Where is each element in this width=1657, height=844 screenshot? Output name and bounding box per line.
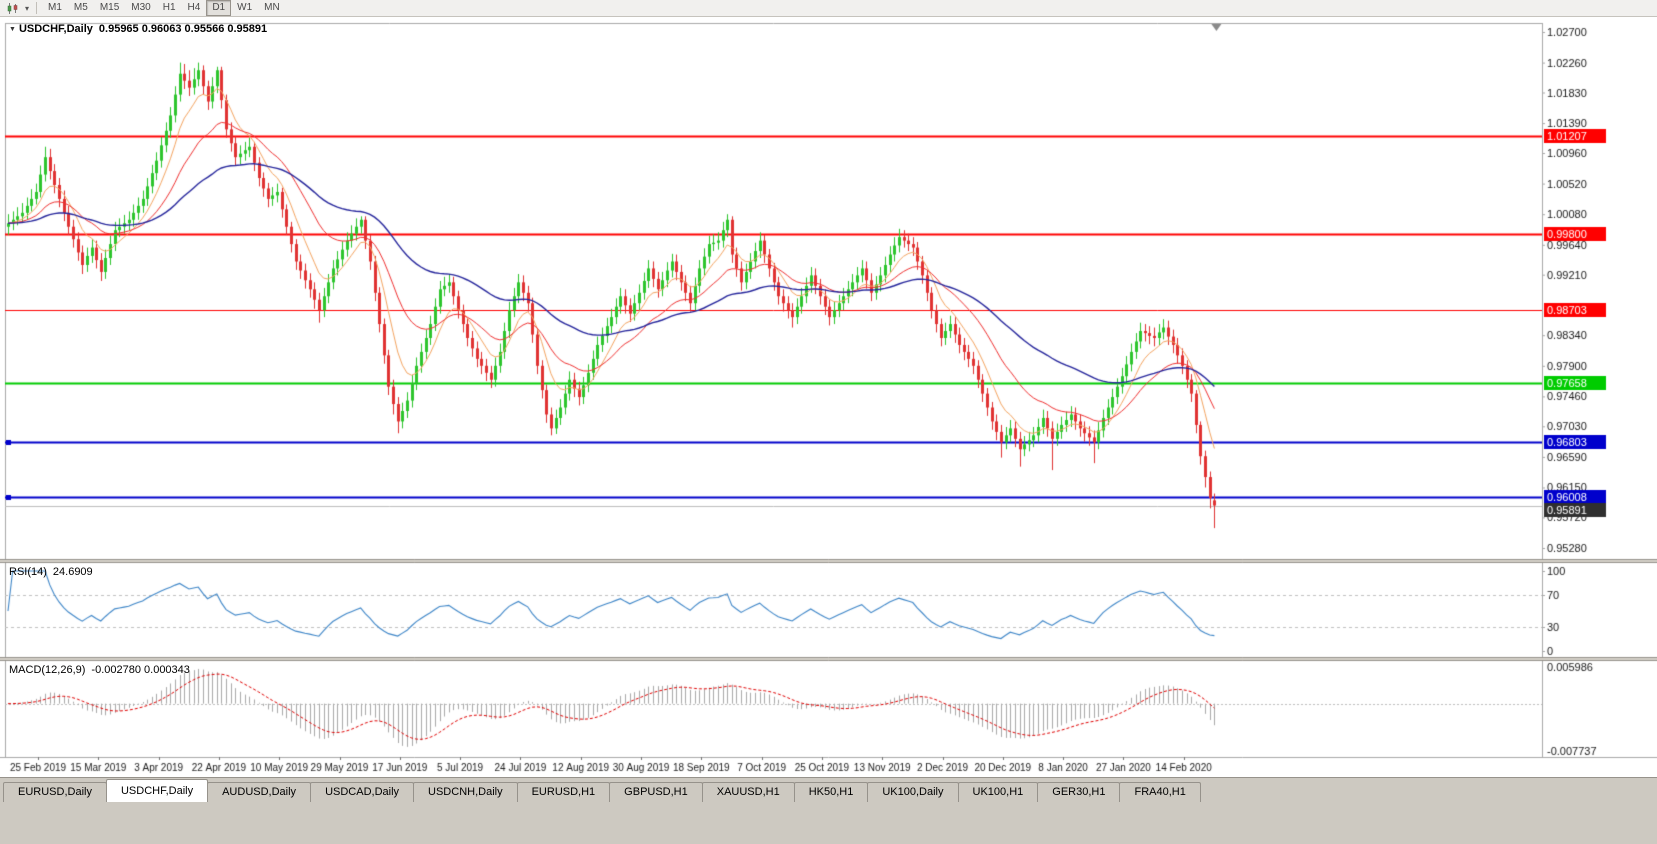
timeframe-w1[interactable]: W1: [237, 2, 253, 13]
toolbar-separator: [36, 2, 38, 14]
timeframe-h4[interactable]: H4: [187, 2, 201, 13]
chart-type-button[interactable]: [4, 2, 22, 15]
chart-tab-bar: EURUSD,Daily USDCHF,Daily AUDUSD,Daily USDC…: [0, 777, 1657, 802]
status-area: [0, 802, 1657, 844]
tab-hk50-h1[interactable]: HK50,H1: [793, 782, 869, 802]
timeframe-m1[interactable]: M1: [48, 2, 62, 13]
timeframe-toolbar: ▾ M1 M5 M15 M30 H1 H4 D1 W1 MN: [0, 0, 1657, 17]
timeframe-buttons: M1 M5 M15 M30 H1 H4 D1 W1 MN: [42, 0, 286, 16]
tab-ger30-h1[interactable]: GER30,H1: [1037, 782, 1121, 802]
tab-audusd-daily[interactable]: AUDUSD,Daily: [207, 782, 312, 802]
timeframe-m15[interactable]: M15: [99, 2, 120, 13]
timeframe-m30[interactable]: M30: [131, 2, 151, 13]
timeframe-mn[interactable]: MN: [264, 2, 280, 13]
tab-gbpusd-h1[interactable]: GBPUSD,H1: [609, 782, 703, 802]
candlestick-chart-icon: [7, 2, 18, 14]
tab-xauusd-h1[interactable]: XAUUSD,H1: [701, 782, 795, 802]
chart-type-dropdown-caret-icon[interactable]: ▾: [25, 3, 30, 13]
tab-usdchf-daily[interactable]: USDCHF,Daily: [105, 779, 209, 802]
tab-eurusd-h1[interactable]: EURUSD,H1: [516, 782, 611, 802]
tab-fra40-h1[interactable]: FRA40,H1: [1119, 782, 1201, 802]
timeframe-m5[interactable]: M5: [73, 2, 88, 13]
tab-usdcnh-daily[interactable]: USDCNH,Daily: [413, 782, 518, 802]
tab-eurusd-daily[interactable]: EURUSD,Daily: [3, 782, 107, 802]
chart-window: ▼ USDCHF,Daily 0.95965 0.96063 0.95566 0.9…: [0, 17, 1657, 777]
timeframe-d1[interactable]: D1: [206, 0, 232, 16]
chart-canvas[interactable]: [0, 17, 1657, 777]
tab-usdcad-daily[interactable]: USDCAD,Daily: [310, 782, 415, 802]
tab-uk100-h1[interactable]: UK100,H1: [957, 782, 1039, 802]
tab-uk100-daily[interactable]: UK100,Daily: [867, 782, 959, 802]
timeframe-h1[interactable]: H1: [162, 2, 176, 13]
